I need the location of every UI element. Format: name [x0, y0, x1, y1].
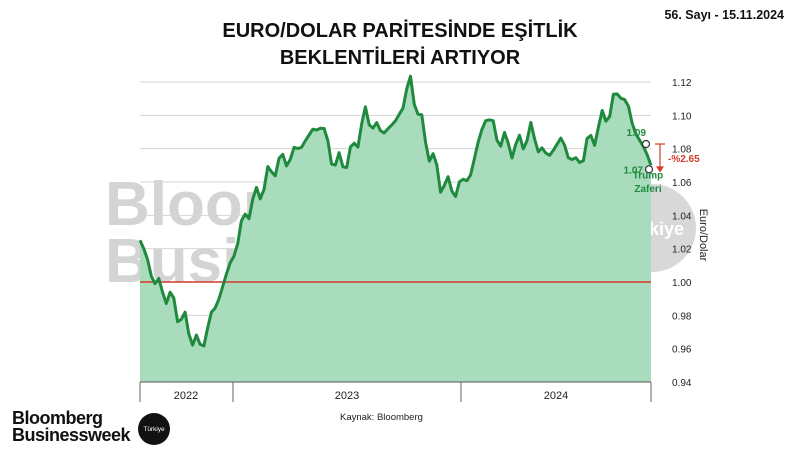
y-tick-label: 1.08 — [672, 145, 692, 156]
logo-badge: Türkiye — [138, 413, 170, 445]
y-tick-label: 1.12 — [672, 78, 692, 89]
y-tick-label: 0.94 — [672, 378, 692, 389]
x-tick-label: 2023 — [335, 390, 359, 402]
high-marker — [641, 139, 651, 149]
chart-title: EURO/DOLAR PARİTESİNDE EŞİTLİK BEKLENTİL… — [0, 18, 800, 72]
y-tick-label: 0.96 — [672, 345, 692, 356]
y-tick-label: 1.00 — [672, 278, 692, 289]
source-label: Kaynak: Bloomberg — [340, 412, 423, 423]
low-value-label: 1.07 — [624, 165, 644, 176]
x-tick-label: 2022 — [174, 390, 198, 402]
y-tick-label: 1.06 — [672, 178, 692, 189]
event-label-line-1: Trump — [633, 171, 664, 182]
high-value-label: 1.09 — [627, 128, 647, 139]
y-axis-label: Euro/Dolar — [697, 209, 709, 262]
title-line-2: BEKLENTİLERİ ARTIYOR — [279, 47, 521, 69]
title-line-1: EURO/DOLAR PARİTESİNDE EŞİTLİK — [222, 20, 578, 42]
x-tick-label: 2024 — [544, 390, 568, 402]
y-tick-label: 1.10 — [672, 111, 692, 122]
y-tick-label: 1.02 — [672, 245, 692, 256]
change-arrow — [656, 166, 664, 173]
series-area — [140, 76, 651, 382]
bloomberg-businessweek-logo: Bloomberg Businessweek — [12, 408, 131, 445]
issue-label: 56. Sayı - 15.11.2024 — [664, 8, 784, 22]
event-label-line-2: Zaferi — [634, 184, 661, 195]
low-marker — [644, 165, 654, 174]
series-line — [138, 74, 653, 348]
y-tick-label: 0.98 — [672, 311, 692, 322]
y-tick-label: 1.04 — [672, 211, 692, 222]
logo-line-1: Bloomberg — [12, 408, 103, 428]
change-label: -%2.65 — [668, 154, 700, 165]
logo-line-2: Businessweek — [12, 425, 131, 445]
